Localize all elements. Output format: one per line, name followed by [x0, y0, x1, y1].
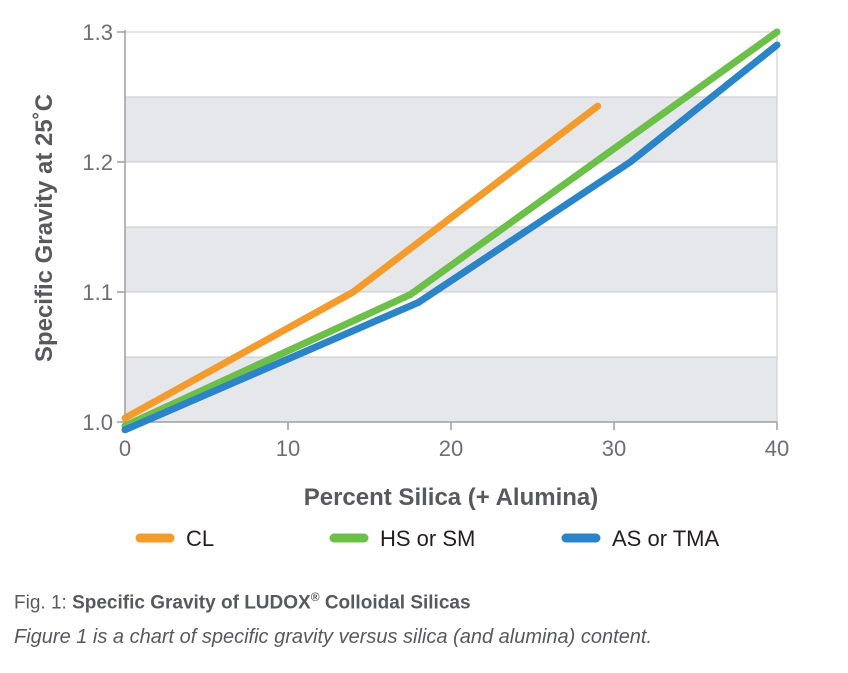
- legend: CL HS or SM AS or TMA: [135, 526, 720, 551]
- x-tick-label: 20: [439, 436, 463, 461]
- y-axis-title: Specific Gravity at 25˚C: [31, 94, 58, 362]
- tick-labels: 0 10 20 30 40 1.0 1.1 1.2 1.3: [82, 20, 789, 461]
- series-line-cl: [121, 102, 602, 422]
- axes: [117, 30, 778, 430]
- legend-label: AS or TMA: [612, 526, 720, 551]
- gridlines: [125, 31, 777, 358]
- caption-title-text: Specific Gravity of LUDOX: [72, 592, 311, 614]
- series-line-as-or-tma: [121, 41, 781, 434]
- legend-label: HS or SM: [380, 526, 475, 551]
- caption-title-suffix: Colloidal Silicas: [319, 592, 471, 614]
- y-tick-label: 1.2: [82, 150, 113, 175]
- x-tick-label: 30: [602, 436, 626, 461]
- y-tick-label: 1.0: [82, 410, 113, 435]
- y-tick-label: 1.1: [82, 280, 113, 305]
- background-bands: [125, 97, 777, 422]
- legend-item-hs-or-sm: HS or SM: [329, 526, 475, 551]
- series-line-hs-or-sm: [121, 28, 781, 430]
- x-axis-title: Percent Silica (+ Alumina): [304, 484, 599, 511]
- series-lines: [121, 28, 781, 434]
- registered-mark: ®: [310, 590, 320, 604]
- x-tick-label: 40: [765, 436, 789, 461]
- background-band: [125, 357, 777, 422]
- caption-prefix: Fig. 1:: [14, 592, 73, 614]
- legend-item-cl: CL: [135, 526, 214, 551]
- figure-caption-description: Figure 1 is a chart of specific gravity …: [14, 626, 653, 648]
- legend-label: CL: [186, 526, 214, 551]
- background-band: [125, 97, 777, 162]
- y-tick-label: 1.3: [82, 20, 113, 45]
- line-chart: 0 10 20 30 40 1.0 1.1 1.2 1.3 Percent Silica (+ …: [31, 20, 789, 551]
- legend-item-as-or-tma: AS or TMA: [561, 526, 720, 551]
- x-tick-label: 0: [119, 436, 131, 461]
- figure-caption-title: Fig. 1: Specific Gravity of LUDOX® Collo…: [14, 590, 471, 614]
- x-tick-label: 10: [276, 436, 300, 461]
